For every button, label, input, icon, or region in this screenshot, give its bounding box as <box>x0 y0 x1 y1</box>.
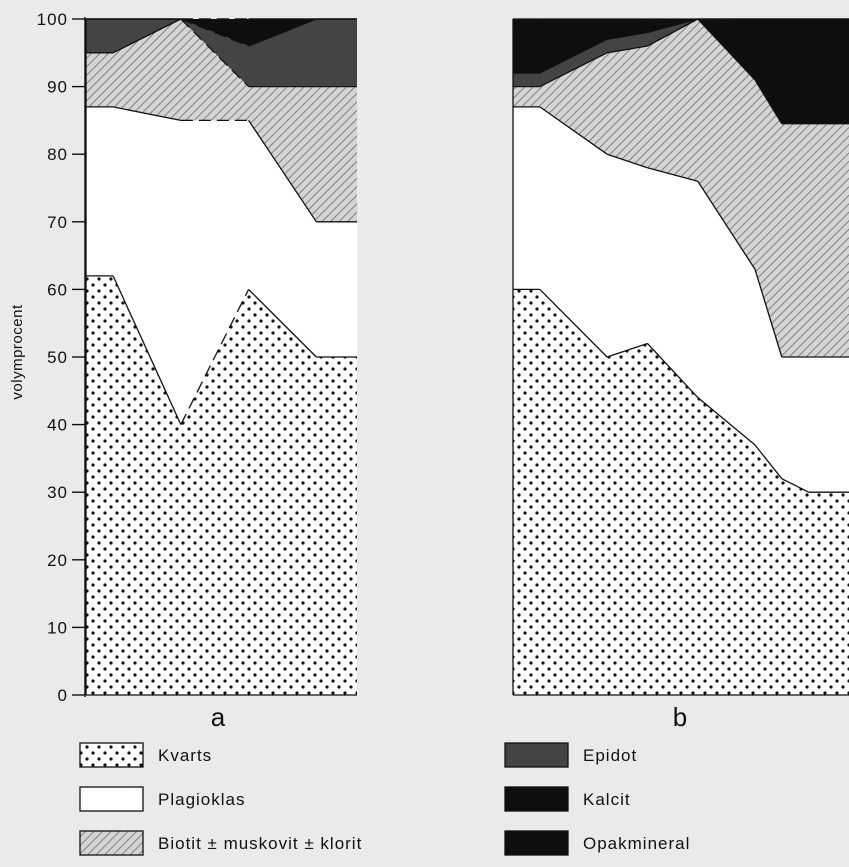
boundary-line <box>112 106 181 122</box>
boundary-line <box>697 18 756 81</box>
boundary-line <box>754 268 783 358</box>
boundary-line <box>697 397 756 446</box>
legend: Kvarts Plagioklas Biotit ± muskovit ± klor… <box>79 742 690 856</box>
legend-label: Kalcit <box>583 790 631 809</box>
y-tick-label: 10 <box>47 618 68 637</box>
boundary-line <box>754 444 783 480</box>
boundary-line <box>539 106 608 155</box>
boundary-line <box>606 31 648 40</box>
area-band-biotit <box>513 19 849 357</box>
legend-swatch <box>504 830 569 856</box>
area-band-plagioklas <box>86 106 357 425</box>
panel-label-a: a <box>211 702 226 732</box>
area-band-plagioklas <box>513 106 849 493</box>
boundary-line <box>647 18 698 27</box>
boundary-line <box>112 18 182 54</box>
boundary-line <box>781 478 809 493</box>
boundary-line <box>180 18 249 47</box>
panel-a <box>85 18 357 696</box>
y-axis-label: volymprocent <box>9 304 26 400</box>
legend-label: Opakmineral <box>583 834 690 853</box>
y-tick-label: 20 <box>47 551 68 570</box>
y-tick-label: 30 <box>47 483 68 502</box>
boundary-line <box>754 79 783 125</box>
boundary-line <box>248 288 317 358</box>
boundary-line <box>112 275 182 425</box>
y-tick-label: 100 <box>37 10 68 29</box>
boundary-line <box>606 342 648 358</box>
y-tick-label: 90 <box>47 78 68 97</box>
legend-swatch <box>504 742 569 768</box>
boundary-line <box>539 38 608 74</box>
area-band-kalcit <box>86 19 357 47</box>
legend-swatch <box>504 786 569 812</box>
legend-swatch <box>79 830 144 856</box>
legend-label: Biotit ± muskovit ± klorit <box>158 834 362 853</box>
y-tick-label: 70 <box>47 213 68 232</box>
boundary-line <box>180 289 250 425</box>
panel-b <box>512 18 849 696</box>
area-band-kvarts <box>513 289 849 695</box>
boundary-line <box>606 153 648 169</box>
y-tick-label: 60 <box>47 280 68 299</box>
y-tick-label: 40 <box>47 416 68 435</box>
y-tick-label: 80 <box>47 145 68 164</box>
boundary-line <box>697 180 756 270</box>
boundary-line <box>539 25 608 30</box>
boundary-line <box>647 167 698 182</box>
boundary-line <box>646 343 699 399</box>
boundary-line <box>647 18 699 47</box>
legend-swatch <box>79 742 144 768</box>
area-band-opakmineral <box>513 19 849 124</box>
y-tick-label: 50 <box>47 348 68 367</box>
y-tick-label: 0 <box>58 686 68 705</box>
area-band-epidot <box>86 19 357 87</box>
boundary-line <box>180 18 250 88</box>
boundary-line <box>248 120 317 223</box>
boundary-line <box>647 18 698 34</box>
boundary-line <box>697 18 755 27</box>
boundary-line <box>539 52 608 88</box>
boundary-line <box>248 18 317 47</box>
legend-label: Kvarts <box>158 746 212 765</box>
legend-label: Epidot <box>583 746 637 765</box>
area-band-kvarts <box>86 275 357 695</box>
legend-swatch <box>79 786 144 812</box>
legend-label: Plagioklas <box>158 790 246 809</box>
boundary-line <box>606 45 648 54</box>
panel-label-b: b <box>673 702 687 732</box>
y-axis: 0 10 20 30 40 50 60 70 80 90 100 <box>37 10 86 705</box>
boundary-line <box>539 288 608 358</box>
